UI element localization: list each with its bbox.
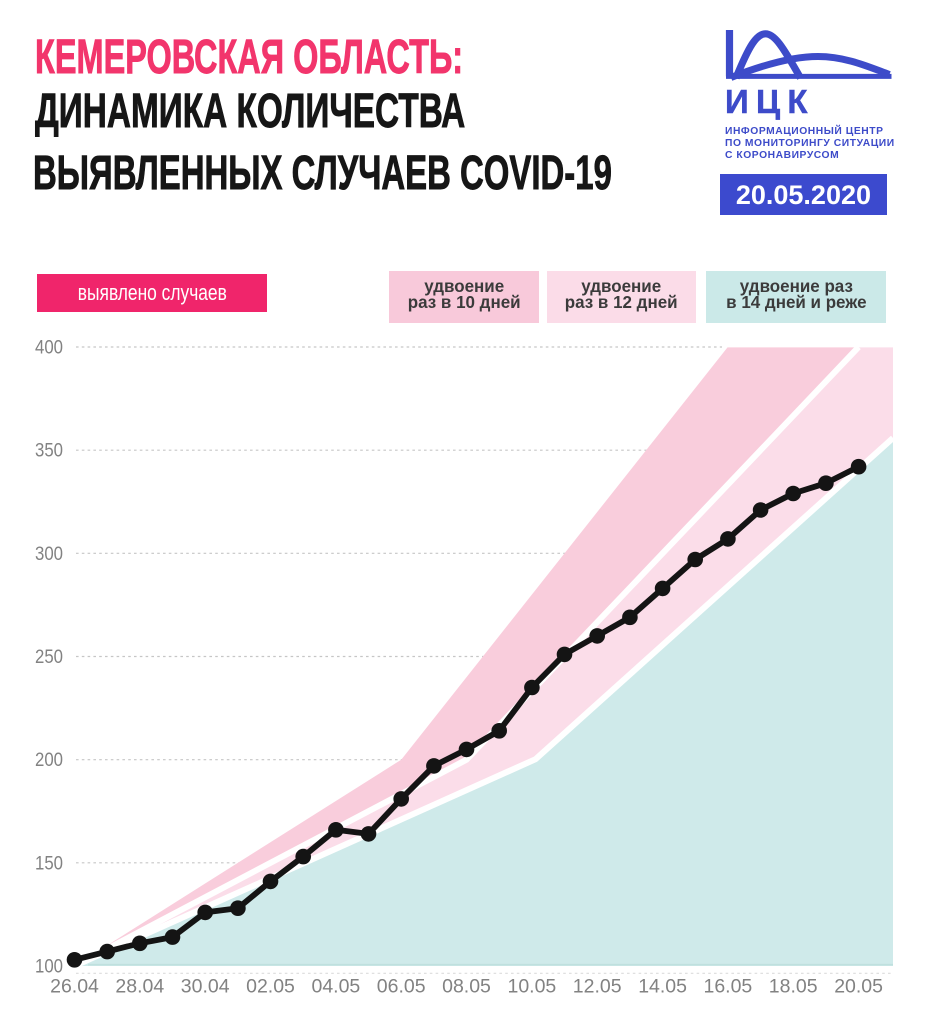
svg-text:100: 100 (35, 956, 63, 978)
svg-text:250: 250 (35, 646, 63, 668)
svg-text:26.04: 26.04 (50, 976, 99, 998)
svg-text:12.05: 12.05 (573, 976, 622, 998)
svg-text:10.05: 10.05 (507, 976, 556, 998)
svg-text:16.05: 16.05 (703, 976, 752, 998)
svg-text:400: 400 (35, 337, 63, 359)
svg-text:04.05: 04.05 (311, 976, 360, 998)
svg-text:14.05: 14.05 (638, 976, 687, 998)
svg-text:300: 300 (35, 543, 63, 565)
svg-text:20.05: 20.05 (834, 976, 883, 998)
svg-text:18.05: 18.05 (769, 976, 818, 998)
svg-text:350: 350 (35, 440, 63, 462)
svg-text:200: 200 (35, 749, 63, 771)
svg-text:28.04: 28.04 (115, 976, 164, 998)
svg-text:30.04: 30.04 (181, 976, 230, 998)
svg-text:08.05: 08.05 (442, 976, 491, 998)
svg-text:02.05: 02.05 (246, 976, 295, 998)
svg-text:150: 150 (35, 852, 63, 874)
svg-text:06.05: 06.05 (377, 976, 426, 998)
